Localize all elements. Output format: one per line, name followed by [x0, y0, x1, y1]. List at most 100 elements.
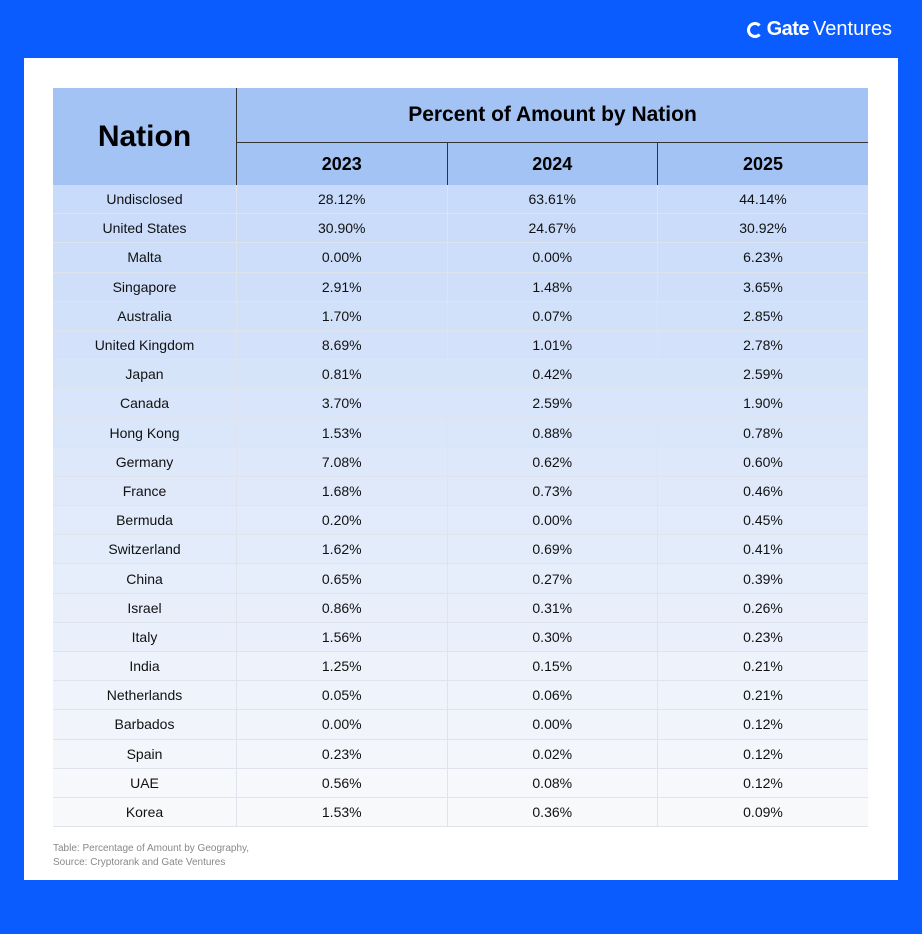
percent-cell-2023: 1.62%: [236, 534, 448, 565]
year-header-2023: 2023: [236, 142, 448, 185]
percent-cell-2025: 2.59%: [657, 359, 868, 390]
percent-cell-2024: 63.61%: [447, 185, 658, 215]
percent-cell-2024: 0.73%: [447, 476, 658, 507]
nation-cell: Italy: [53, 622, 237, 653]
percent-cell-2023: 30.90%: [236, 213, 448, 244]
percent-cell-2023: 0.81%: [236, 359, 448, 390]
percent-cell-2024: 24.67%: [447, 213, 658, 244]
percent-cell-2025: 0.12%: [657, 768, 868, 798]
percent-cell-2025: 2.85%: [657, 301, 868, 331]
percent-cell-2025: 0.12%: [657, 709, 868, 740]
percent-cell-2024: 0.06%: [447, 680, 658, 711]
table-row: Germany 7.08% 0.62% 0.60%: [53, 447, 868, 477]
percent-cell-2025: 0.46%: [657, 476, 868, 507]
percent-cell-2025: 3.65%: [657, 272, 868, 302]
table-row: Singapore 2.91% 1.48% 3.65%: [53, 272, 868, 302]
nation-cell: Canada: [53, 388, 237, 419]
percent-cell-2024: 0.02%: [447, 739, 658, 769]
table-row: UAE 0.56% 0.08% 0.12%: [53, 768, 868, 798]
table-row: Italy 1.56% 0.30% 0.23%: [53, 622, 868, 653]
table-row: United Kingdom 8.69% 1.01% 2.78%: [53, 330, 868, 361]
nation-cell: Australia: [53, 301, 237, 331]
percent-cell-2025: 0.39%: [657, 563, 868, 594]
percent-cell-2024: 0.88%: [447, 418, 658, 448]
nation-cell: Israel: [53, 593, 237, 623]
nation-cell: United States: [53, 213, 237, 244]
table-row: Undisclosed 28.12% 63.61% 44.14%: [53, 185, 868, 215]
percent-cell-2023: 1.70%: [236, 301, 448, 331]
table-row: Australia 1.70% 0.07% 2.85%: [53, 301, 868, 331]
year-header-2025: 2025: [657, 142, 868, 185]
footnote: Table: Percentage of Amount by Geography…: [53, 842, 249, 870]
nation-cell: Switzerland: [53, 534, 237, 565]
percent-cell-2023: 0.00%: [236, 709, 448, 740]
percent-cell-2023: 0.56%: [236, 768, 448, 798]
nation-cell: China: [53, 563, 237, 594]
nation-header: Nation: [53, 88, 237, 185]
percent-cell-2024: 0.30%: [447, 622, 658, 653]
nation-cell: Singapore: [53, 272, 237, 302]
percent-cell-2023: 1.53%: [236, 418, 448, 448]
nation-cell: United Kingdom: [53, 330, 237, 361]
percent-cell-2024: 0.36%: [447, 797, 658, 828]
percent-cell-2024: 0.31%: [447, 593, 658, 623]
content-card: Nation Percent of Amount by Nation 2023 …: [24, 58, 898, 880]
table-row: Hong Kong 1.53% 0.88% 0.78%: [53, 418, 868, 448]
percent-cell-2023: 0.00%: [236, 242, 448, 273]
nation-cell: Hong Kong: [53, 418, 237, 448]
percent-cell-2023: 0.23%: [236, 739, 448, 769]
percent-cell-2024: 0.08%: [447, 768, 658, 798]
year-header-2024: 2024: [447, 142, 658, 185]
percent-cell-2023: 7.08%: [236, 447, 448, 477]
percent-cell-2023: 1.68%: [236, 476, 448, 507]
percent-cell-2023: 3.70%: [236, 388, 448, 419]
nation-cell: Bermuda: [53, 505, 237, 536]
percent-cell-2023: 8.69%: [236, 330, 448, 361]
nation-cell: Netherlands: [53, 680, 237, 711]
table-row: Spain 0.23% 0.02% 0.12%: [53, 739, 868, 769]
percent-cell-2025: 30.92%: [657, 213, 868, 244]
percent-cell-2025: 0.23%: [657, 622, 868, 653]
percent-cell-2023: 1.53%: [236, 797, 448, 828]
percent-cell-2025: 0.60%: [657, 447, 868, 477]
nation-cell: Barbados: [53, 709, 237, 740]
table-row: Malta 0.00% 0.00% 6.23%: [53, 242, 868, 273]
percent-cell-2025: 0.45%: [657, 505, 868, 536]
percent-cell-2024: 1.48%: [447, 272, 658, 302]
percent-cell-2023: 0.20%: [236, 505, 448, 536]
nation-table: Nation Percent of Amount by Nation 2023 …: [53, 88, 868, 828]
table-row: France 1.68% 0.73% 0.46%: [53, 476, 868, 507]
nation-cell: UAE: [53, 768, 237, 798]
percent-cell-2023: 0.86%: [236, 593, 448, 623]
nation-cell: Malta: [53, 242, 237, 273]
percent-cell-2025: 6.23%: [657, 242, 868, 273]
logo-bold-text: Gate: [766, 18, 810, 40]
percent-cell-2024: 0.00%: [447, 505, 658, 536]
nation-cell: India: [53, 651, 237, 682]
percent-cell-2023: 28.12%: [236, 185, 448, 215]
table-row: United States 30.90% 24.67% 30.92%: [53, 213, 868, 244]
percent-cell-2023: 0.65%: [236, 563, 448, 594]
percent-cell-2025: 2.78%: [657, 330, 868, 361]
gate-logo-icon: [746, 21, 763, 38]
percent-cell-2024: 0.00%: [447, 242, 658, 273]
logo-text: Ventures: [813, 18, 892, 40]
percent-cell-2025: 1.90%: [657, 388, 868, 419]
footnote-line-1: Table: Percentage of Amount by Geography…: [53, 843, 250, 854]
table-row: Bermuda 0.20% 0.00% 0.45%: [53, 505, 868, 536]
percent-cell-2024: 0.62%: [447, 447, 658, 477]
percent-cell-2025: 0.21%: [657, 651, 868, 682]
table-row: China 0.65% 0.27% 0.39%: [53, 563, 868, 594]
nation-cell: Spain: [53, 739, 237, 769]
percent-cell-2025: 0.21%: [657, 680, 868, 711]
table-row: Canada 3.70% 2.59% 1.90%: [53, 388, 868, 419]
percent-cell-2025: 0.12%: [657, 739, 868, 769]
percent-cell-2024: 0.00%: [447, 709, 658, 740]
table-title: Percent of Amount by Nation: [236, 88, 868, 143]
percent-cell-2023: 1.25%: [236, 651, 448, 682]
percent-cell-2024: 0.15%: [447, 651, 658, 682]
footnote-line-2: Source: Cryptorank and Gate Ventures: [53, 857, 226, 868]
percent-cell-2024: 0.27%: [447, 563, 658, 594]
percent-cell-2024: 0.42%: [447, 359, 658, 390]
percent-cell-2023: 2.91%: [236, 272, 448, 302]
